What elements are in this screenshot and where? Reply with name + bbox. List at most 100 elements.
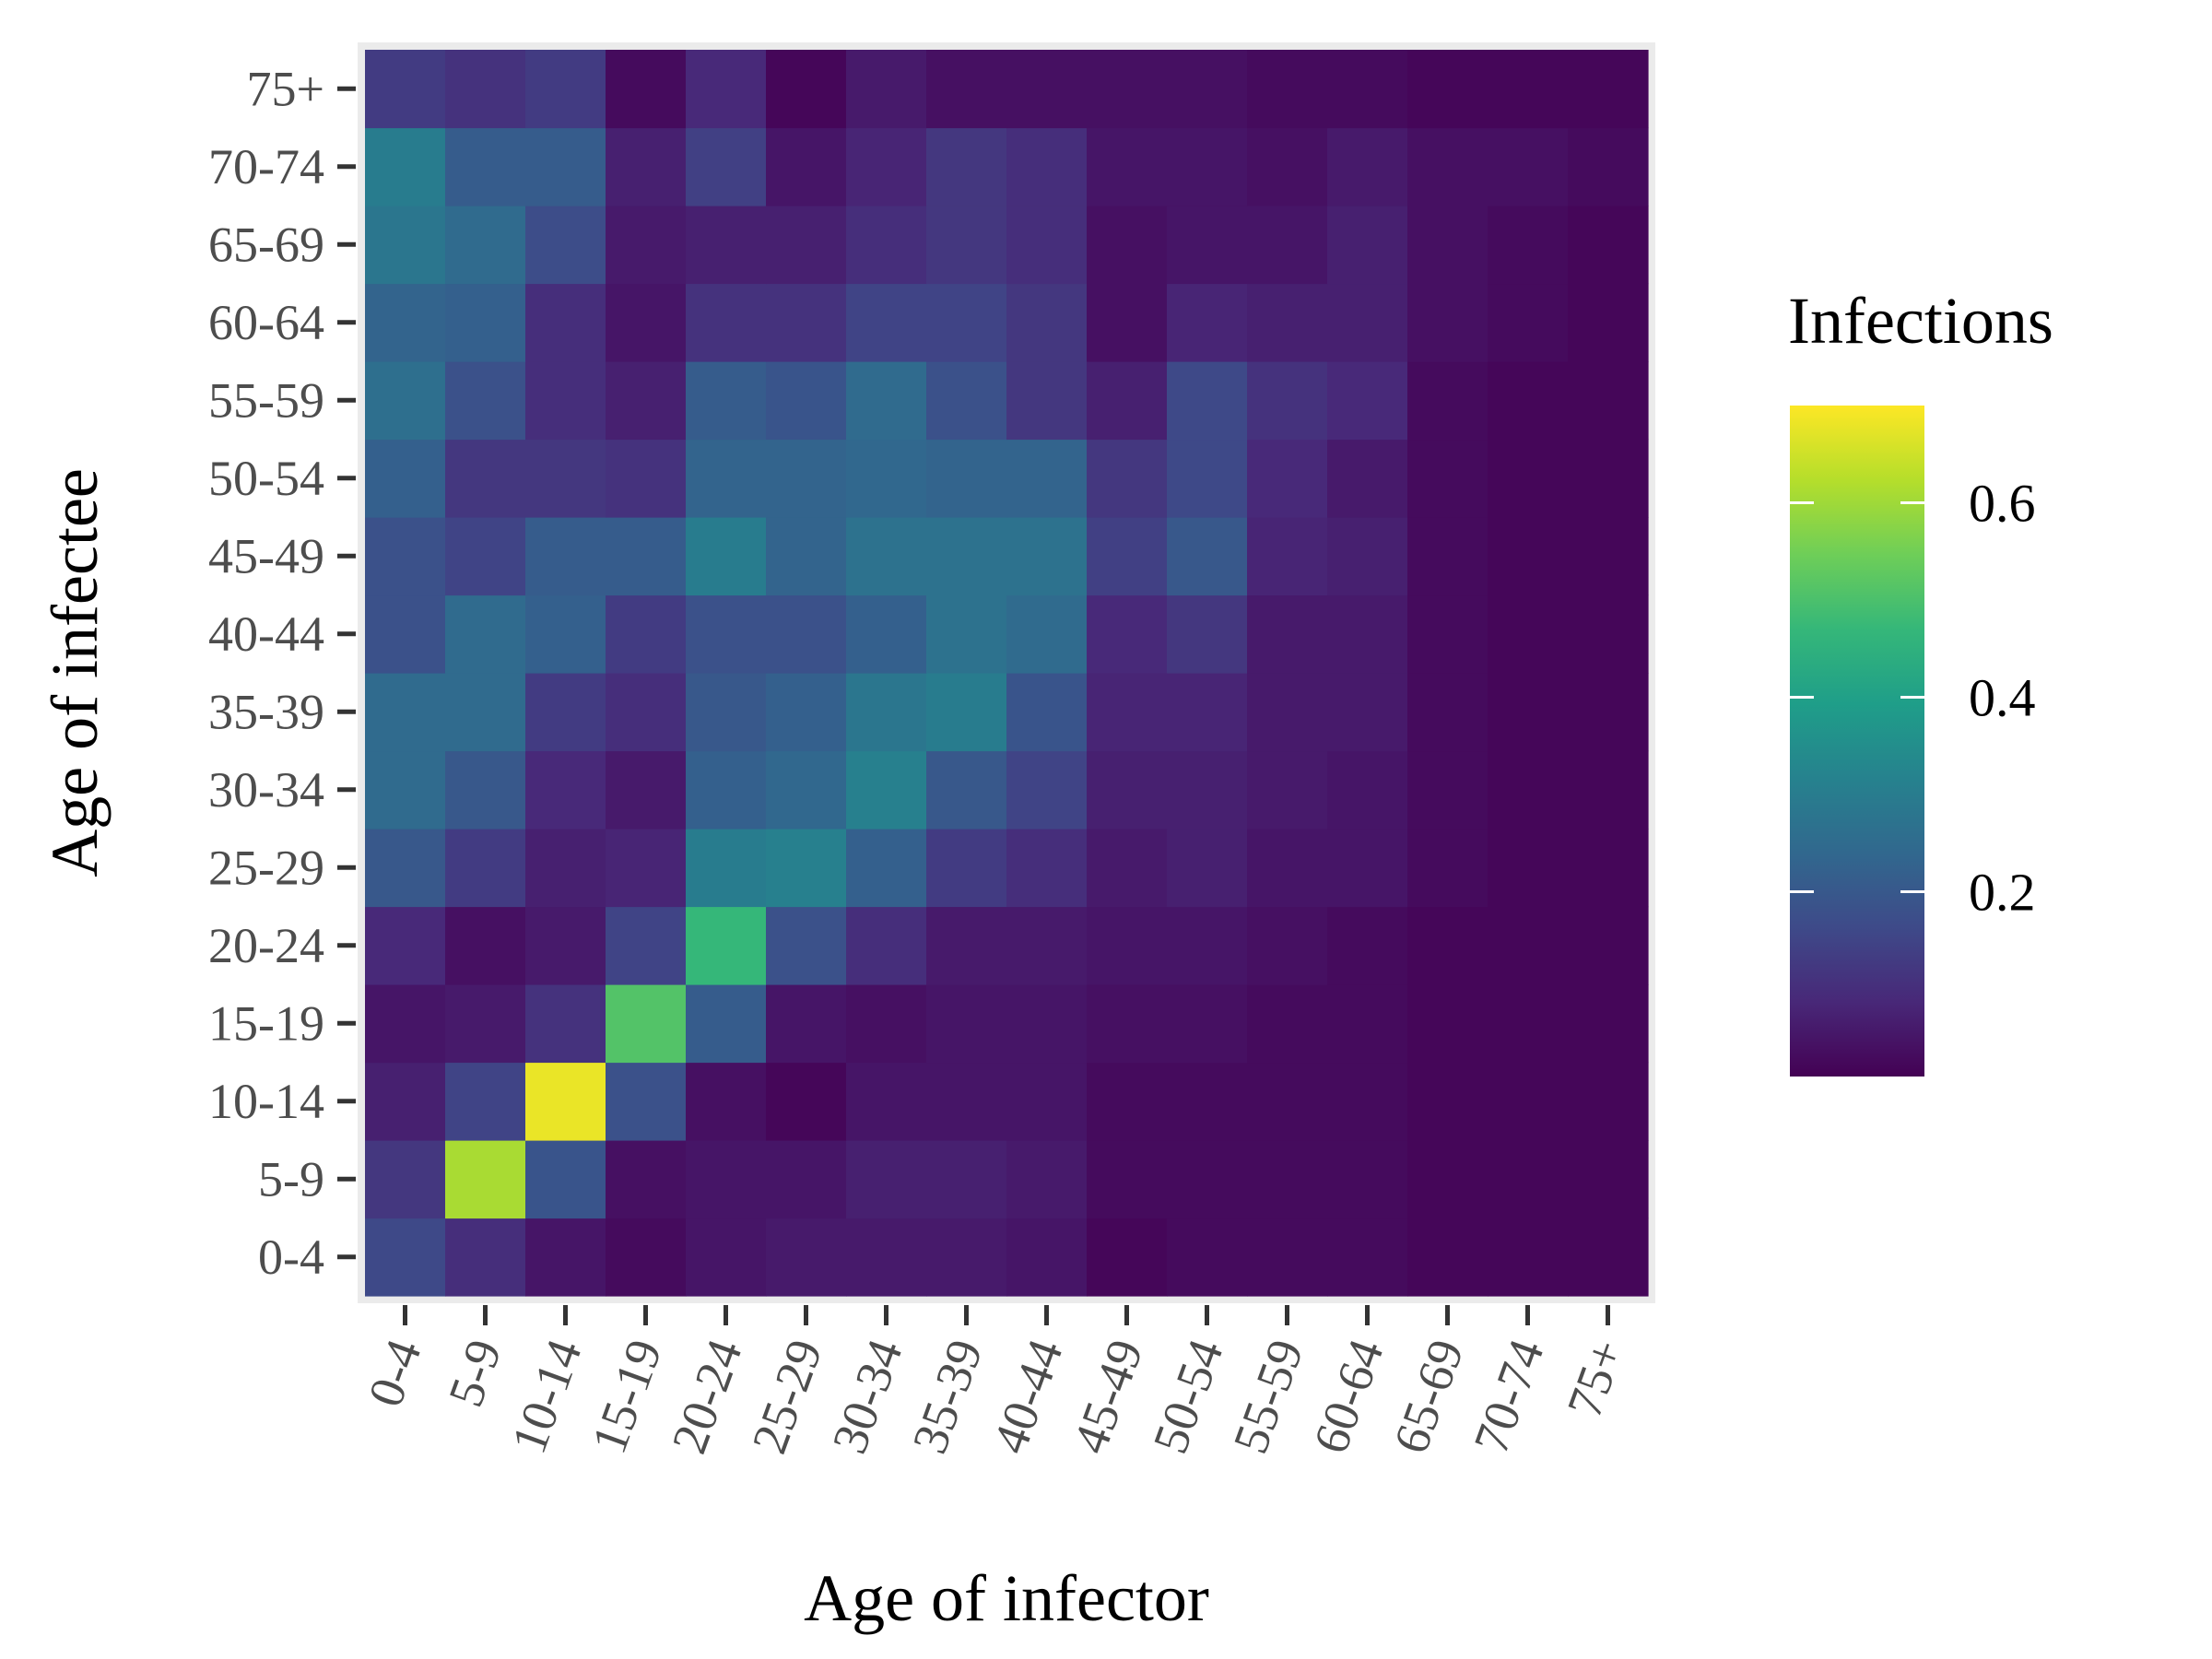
heatmap-cell	[1327, 906, 1408, 985]
heatmap-cell	[846, 361, 927, 441]
heatmap-cell	[1006, 206, 1088, 285]
heatmap-cell	[1247, 673, 1328, 752]
heatmap-cell	[766, 906, 847, 985]
heatmap-cell	[686, 439, 767, 518]
heatmap-cell	[1087, 439, 1168, 518]
heatmap-cell	[686, 206, 767, 285]
heatmap-cell	[926, 906, 1007, 985]
heatmap-cell	[525, 750, 606, 830]
heatmap-cell	[846, 673, 927, 752]
heatmap-cell	[1407, 50, 1488, 129]
heatmap-cell	[846, 1140, 927, 1219]
heatmap-cell	[525, 1140, 606, 1219]
heatmap-cell	[606, 517, 687, 596]
heatmap-cell	[1488, 439, 1569, 518]
y-tick-label: 0-4	[258, 1230, 324, 1285]
heatmap-cell	[1568, 1062, 1649, 1141]
heatmap-cell	[1006, 984, 1088, 1064]
heatmap-cell	[1407, 906, 1488, 985]
heatmap-cell	[1087, 50, 1168, 129]
heatmap-cell	[606, 750, 687, 830]
heatmap-cell	[525, 906, 606, 985]
y-axis: 0-4 5-9 10-14 15-19 20-24 25-29 30-34 35-39 40-4…	[208, 61, 356, 1285]
heatmap-cell	[1167, 750, 1248, 830]
y-axis-title: Age of infectee	[38, 468, 112, 877]
y-tick-label: 60-64	[208, 295, 324, 350]
x-tick-label: 65-69	[1382, 1333, 1474, 1461]
heatmap-cell	[606, 906, 687, 985]
x-tick-label: 5-9	[438, 1333, 512, 1414]
heatmap-cell	[1167, 439, 1248, 518]
heatmap-cell	[1167, 594, 1248, 674]
heatmap-cell	[606, 127, 687, 206]
heatmap-cell	[766, 283, 847, 362]
legend-tick-label: 0.4	[1969, 668, 2036, 728]
heatmap-cell	[606, 594, 687, 674]
heatmap-cell	[766, 50, 847, 129]
heatmap-cell	[1087, 206, 1168, 285]
heatmap-cell	[1247, 594, 1328, 674]
heatmap-cell	[1488, 1062, 1569, 1141]
heatmap-cell	[1167, 984, 1248, 1064]
heatmap-cell	[445, 439, 526, 518]
heatmap-cell	[686, 1062, 767, 1141]
heatmap-cell	[1327, 984, 1408, 1064]
heatmap-cell	[1247, 283, 1328, 362]
heatmap-cell	[686, 283, 767, 362]
heatmap-cell	[525, 829, 606, 908]
heatmap-cell	[1087, 361, 1168, 441]
heatmap-cell	[445, 206, 526, 285]
heatmap-cell	[686, 594, 767, 674]
heatmap-cell	[1167, 673, 1248, 752]
heatmap-cell	[1407, 829, 1488, 908]
heatmap-cell	[1488, 1140, 1569, 1219]
heatmap-cell	[1327, 829, 1408, 908]
y-tick-label: 20-24	[208, 918, 324, 973]
x-tick-label: 0-4	[358, 1333, 432, 1414]
heatmap-cell	[686, 1140, 767, 1219]
heatmap-cell	[1568, 1140, 1649, 1219]
heatmap-cell	[1488, 517, 1569, 596]
y-tick-label: 70-74	[208, 139, 324, 194]
heatmap-cell	[1568, 361, 1649, 441]
heatmap-cell	[1568, 283, 1649, 362]
heatmap-cell	[926, 829, 1007, 908]
heatmap-cell	[445, 906, 526, 985]
heatmap-cell	[606, 439, 687, 518]
heatmap-cell	[846, 906, 927, 985]
heatmap-cell	[445, 517, 526, 596]
heatmap-cell	[1247, 206, 1328, 285]
heatmap-cell	[1327, 1218, 1408, 1297]
heatmap-cell	[1407, 1062, 1488, 1141]
heatmap-cell	[1568, 906, 1649, 985]
heatmap-cell	[1167, 206, 1248, 285]
heatmap-cell	[1167, 50, 1248, 129]
heatmap-cell	[445, 594, 526, 674]
heatmap-cell	[1488, 206, 1569, 285]
heatmap-cell	[525, 1062, 606, 1141]
heatmap-cell	[1006, 750, 1088, 830]
heatmap-cell	[445, 127, 526, 206]
heatmap-cell	[926, 127, 1007, 206]
color-legend: Infections 0.2 0.4 0.6	[1788, 284, 2053, 1077]
heatmap-cell	[1407, 206, 1488, 285]
heatmap-cell	[525, 127, 606, 206]
heatmap-cell	[926, 361, 1007, 441]
heatmap-cell	[606, 1140, 687, 1219]
heatmap-cell	[1407, 1218, 1488, 1297]
heatmap-cell	[606, 50, 687, 129]
heatmap-cell	[365, 673, 446, 752]
heatmap-cell	[926, 50, 1007, 129]
heatmap-cell	[1407, 750, 1488, 830]
heatmap-cell	[1247, 1062, 1328, 1141]
heatmap-cell	[1327, 439, 1408, 518]
heatmap-cell	[1407, 361, 1488, 441]
heatmap-cell	[525, 517, 606, 596]
heatmap-cell	[1327, 283, 1408, 362]
heatmap-cell	[1247, 750, 1328, 830]
heatmap-cell	[926, 1140, 1007, 1219]
heatmap-cell	[445, 673, 526, 752]
heatmap-cell	[1247, 439, 1328, 518]
x-tick-label: 15-19	[581, 1333, 672, 1461]
